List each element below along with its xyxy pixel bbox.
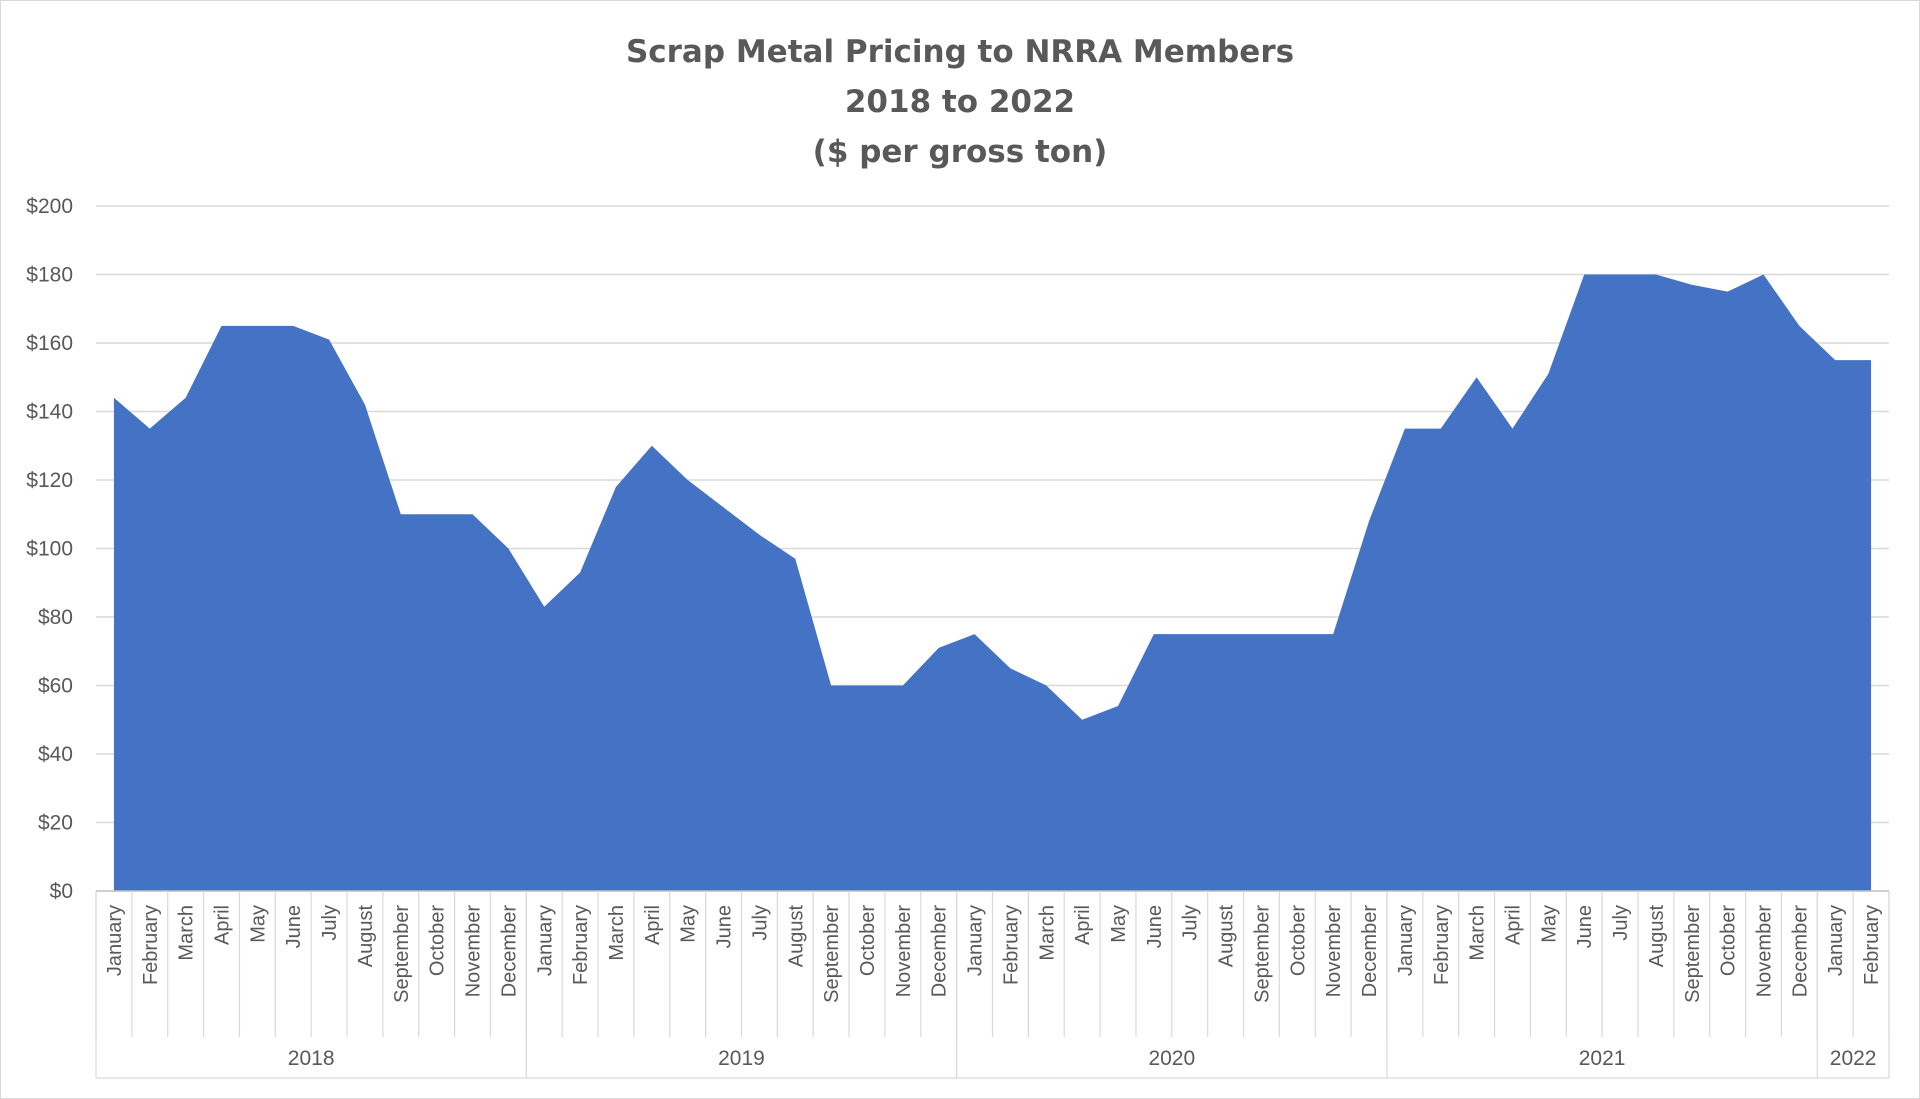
month-label: February xyxy=(1861,905,1883,985)
month-label: May xyxy=(247,905,269,943)
month-label: October xyxy=(857,905,879,976)
month-label: August xyxy=(785,905,807,968)
y-tick-label: $60 xyxy=(38,675,73,698)
month-label: December xyxy=(1359,905,1381,998)
y-tick-label: $180 xyxy=(26,264,73,287)
month-label: June xyxy=(1574,905,1596,948)
month-label: January xyxy=(1395,905,1417,976)
month-label: February xyxy=(1000,905,1022,985)
month-label: October xyxy=(1718,905,1740,976)
month-label: July xyxy=(749,905,771,941)
y-tick-label: $200 xyxy=(26,195,73,218)
year-label: 2018 xyxy=(288,1047,335,1070)
year-label: 2019 xyxy=(718,1047,765,1070)
y-tick-label: $140 xyxy=(26,401,73,424)
y-tick-label: $100 xyxy=(26,538,73,561)
y-tick-label: $40 xyxy=(38,743,73,766)
month-label: April xyxy=(642,905,664,945)
month-label: November xyxy=(1323,905,1345,998)
month-label: July xyxy=(1610,905,1632,941)
chart-title-line-1: Scrap Metal Pricing to NRRA Members xyxy=(625,34,1295,70)
chart-title-line-3: ($ per gross ton) xyxy=(812,134,1108,170)
month-label: January xyxy=(104,905,126,976)
y-tick-label: $80 xyxy=(38,606,73,629)
month-label: October xyxy=(427,905,449,976)
month-label: January xyxy=(965,905,987,976)
month-label: February xyxy=(570,905,592,985)
month-label: September xyxy=(391,905,413,1003)
month-label: July xyxy=(1180,905,1202,941)
year-label: 2022 xyxy=(1830,1047,1877,1070)
month-label: December xyxy=(929,905,951,998)
month-label: January xyxy=(534,905,556,976)
month-label: June xyxy=(714,905,736,948)
month-label: October xyxy=(1287,905,1309,976)
month-label: March xyxy=(606,905,628,961)
month-label: April xyxy=(212,905,234,945)
month-label: March xyxy=(1467,905,1489,961)
month-label: August xyxy=(355,905,377,968)
month-label: August xyxy=(1646,905,1668,968)
price-area xyxy=(113,274,1872,891)
month-label: November xyxy=(463,905,485,998)
month-label: February xyxy=(140,905,162,985)
chart-title-line-2: 2018 to 2022 xyxy=(844,84,1076,120)
month-label: May xyxy=(678,905,700,943)
month-label: December xyxy=(498,905,520,998)
year-label: 2020 xyxy=(1148,1047,1195,1070)
month-label: August xyxy=(1216,905,1238,968)
month-label: June xyxy=(1144,905,1166,948)
month-label: February xyxy=(1431,905,1453,985)
month-label: May xyxy=(1108,905,1130,943)
month-label: March xyxy=(1036,905,1058,961)
year-label: 2021 xyxy=(1579,1047,1626,1070)
month-label: June xyxy=(283,905,305,948)
chart-title: Scrap Metal Pricing to NRRA Members 2018… xyxy=(1,27,1919,177)
month-label: September xyxy=(821,905,843,1003)
month-label: April xyxy=(1072,905,1094,945)
y-tick-label: $160 xyxy=(26,332,73,355)
y-tick-label: $0 xyxy=(50,880,73,903)
month-label: April xyxy=(1502,905,1524,945)
month-label: March xyxy=(176,905,198,961)
y-tick-label: $20 xyxy=(38,812,73,835)
month-label: May xyxy=(1538,905,1560,943)
month-label: September xyxy=(1682,905,1704,1003)
month-label: September xyxy=(1251,905,1273,1003)
month-label: January xyxy=(1825,905,1847,976)
month-label: July xyxy=(319,905,341,941)
month-label: November xyxy=(1753,905,1775,998)
month-label: December xyxy=(1789,905,1811,998)
month-label: November xyxy=(893,905,915,998)
y-tick-label: $120 xyxy=(26,469,73,492)
